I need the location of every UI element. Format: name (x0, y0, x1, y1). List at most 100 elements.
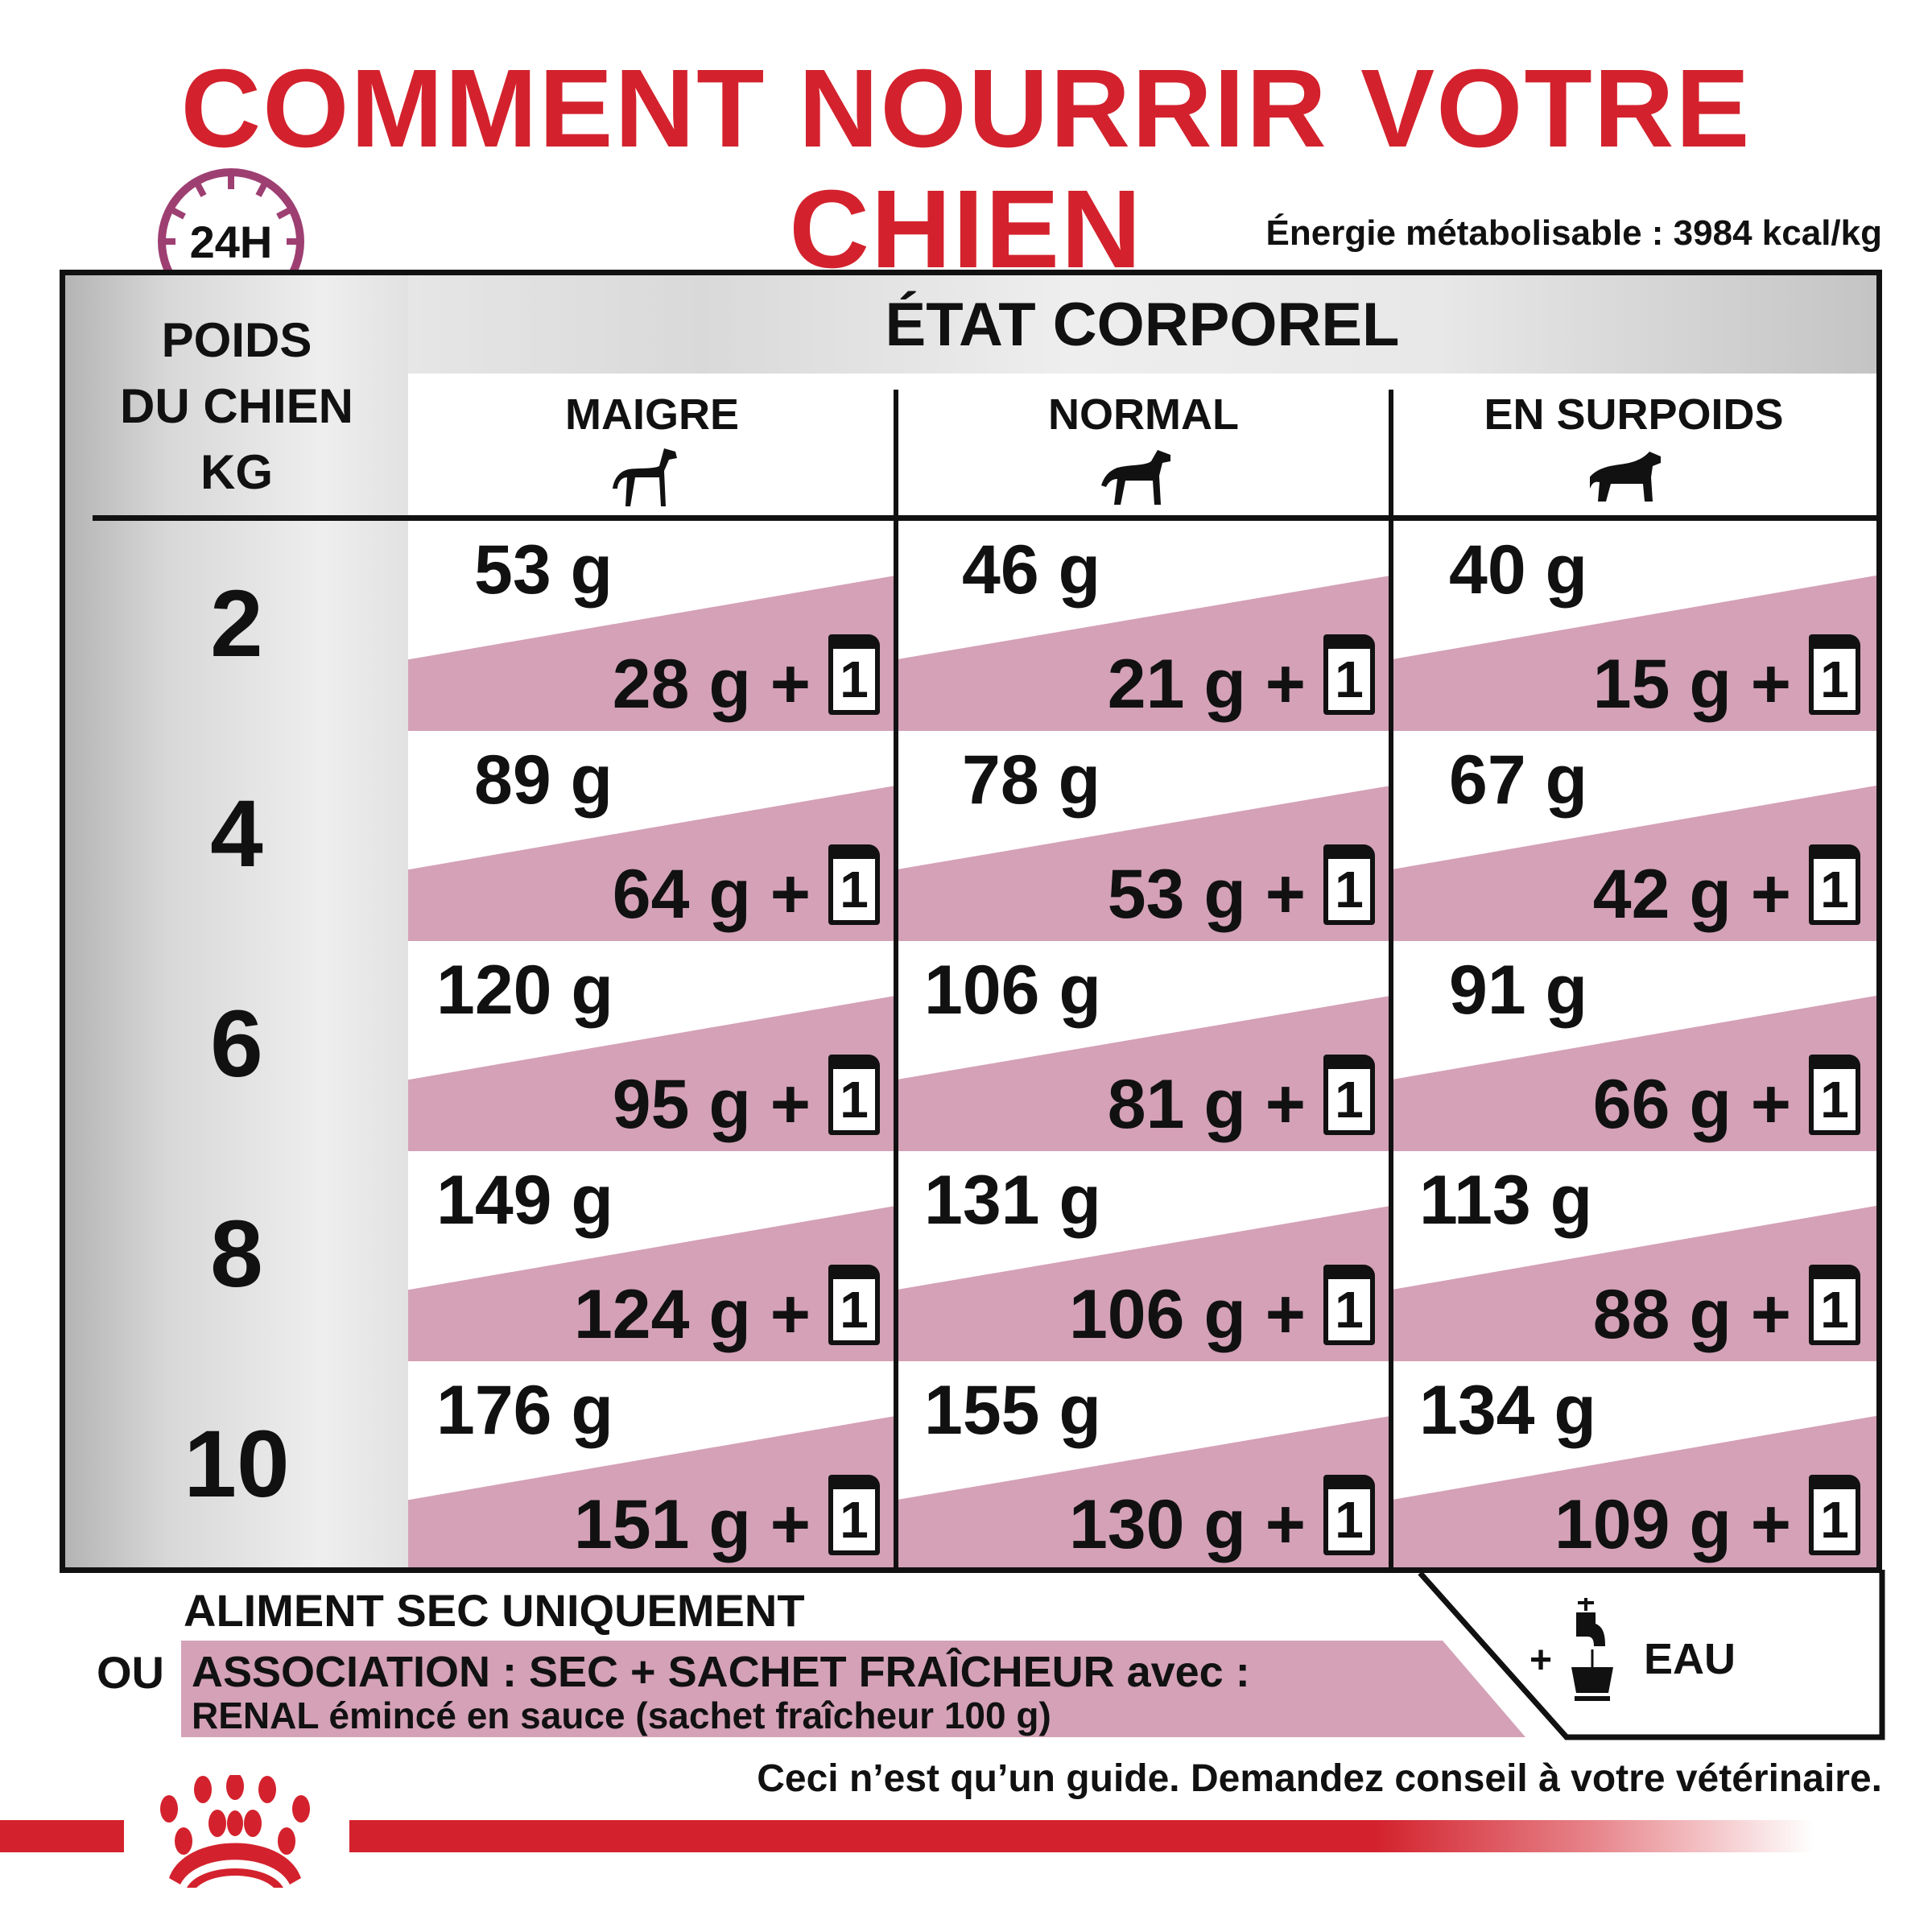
dry-with-pouch-amount: 64 g + (612, 856, 811, 933)
dry-only-amount: 46 g (962, 531, 1101, 609)
dry-only-amount: 120 g (436, 952, 613, 1029)
pouch-icon: 1 (1809, 1265, 1860, 1345)
mixed-feeding-band (1391, 941, 1876, 1151)
mixed-amount: 81 g +1 (1108, 1055, 1375, 1145)
association-band (181, 1641, 1525, 1737)
mixed-feeding-band (408, 731, 896, 941)
mixed-amount: 130 g +1 (1069, 1475, 1375, 1565)
dry-only-amount: 131 g (924, 1162, 1101, 1239)
dry-only-label: ALIMENT SEC UNIQUEMENT (184, 1585, 805, 1636)
dry-with-pouch-amount: 95 g + (612, 1066, 811, 1143)
pouch-icon: 1 (1323, 1265, 1375, 1345)
dry-with-pouch-amount: 53 g + (1107, 856, 1306, 933)
mixed-amount: 95 g +1 (613, 1055, 880, 1145)
dry-only-amount: 53 g (474, 531, 613, 609)
dry-with-pouch-amount: 15 g + (1592, 646, 1791, 723)
mixed-feeding-band (896, 731, 1391, 941)
header-divider (93, 515, 1876, 521)
ration-cell: 134 g 109 g +1 (1391, 1361, 1876, 1567)
weight-column-bg (65, 275, 408, 1567)
dry-with-pouch-amount: 28 g + (612, 646, 811, 723)
mixed-amount: 42 g +1 (1593, 844, 1860, 935)
dry-with-pouch-amount: 81 g + (1107, 1066, 1306, 1143)
mixed-feeding-band (896, 941, 1391, 1151)
ration-cell: 131 g 106 g +1 (896, 1151, 1391, 1361)
ration-cell: 106 g 81 g +1 (896, 941, 1391, 1151)
ration-cell: 40 g 15 g +1 (1391, 521, 1876, 731)
dry-with-pouch-amount: 109 g + (1554, 1486, 1791, 1563)
mixed-amount: 15 g +1 (1593, 634, 1860, 724)
mixed-amount: 66 g +1 (1593, 1055, 1860, 1145)
mixed-feeding-band (408, 941, 896, 1151)
mixed-amount: 106 g +1 (1069, 1265, 1375, 1355)
pouch-icon: 1 (828, 844, 880, 925)
brand-bar-right (349, 1820, 1814, 1852)
mixed-feeding-band (896, 1361, 1391, 1567)
dry-only-amount: 67 g (1449, 741, 1588, 819)
column-divider (1389, 390, 1393, 1567)
weight-header: POIDS DU CHIEN KG (119, 313, 353, 499)
dry-with-pouch-amount: 21 g + (1107, 646, 1306, 723)
pouch-icon: 1 (1809, 1055, 1860, 1135)
dog-weight-4: 4 (210, 781, 263, 887)
pouch-icon: 1 (1809, 634, 1860, 715)
column-header-maigre: MAIGRE (408, 374, 896, 517)
mixed-amount: 53 g +1 (1108, 844, 1375, 935)
dry-only-amount: 89 g (474, 741, 613, 819)
mixed-feeding-band (1391, 521, 1876, 731)
mixed-amount: 151 g +1 (574, 1475, 880, 1565)
clock-24h-icon: 24H (155, 165, 308, 318)
or-label: OU (97, 1647, 164, 1698)
dry-with-pouch-amount: 151 g + (573, 1486, 811, 1563)
mixed-feeding-band (1391, 1361, 1876, 1567)
dry-only-amount: 106 g (924, 952, 1101, 1029)
pouch-icon: 1 (1809, 844, 1860, 925)
pouch-icon: 1 (828, 634, 880, 715)
ration-cell: 78 g 53 g +1 (896, 731, 1391, 941)
mixed-feeding-band (1391, 731, 1876, 941)
dry-only-amount: 176 g (436, 1372, 613, 1449)
ration-cell: 155 g 130 g +1 (896, 1361, 1391, 1567)
dry-with-pouch-amount: 130 g + (1068, 1486, 1306, 1563)
column-label: NORMAL (1048, 390, 1239, 439)
column-divider (894, 390, 898, 1567)
water-label: EAU (1644, 1635, 1736, 1683)
ration-cell: 53 g 28 g +1 (408, 521, 896, 731)
feeding-table: POIDS DU CHIEN KG ÉTAT CORPOREL MAIGRE NO… (60, 270, 1882, 1573)
brand-bar-left (0, 1820, 124, 1852)
water-box (1418, 1570, 1885, 1740)
mixed-feeding-band (408, 521, 896, 731)
mixed-amount: 21 g +1 (1108, 634, 1375, 724)
clock-label: 24H (190, 217, 273, 267)
ration-cell: 120 g 95 g +1 (408, 941, 896, 1151)
dog-weight-2: 2 (210, 571, 263, 677)
dry-with-pouch-amount: 106 g + (1068, 1276, 1306, 1353)
mixed-feeding-band (408, 1361, 896, 1567)
wet-product-label: RENAL émincé en sauce (sachet fraîcheur … (192, 1695, 1051, 1736)
mixed-amount: 28 g +1 (613, 634, 880, 724)
dry-only-amount: 155 g (924, 1372, 1101, 1449)
mixed-feeding-band (1391, 1151, 1876, 1361)
royal-canin-crown-logo (160, 1775, 310, 1888)
dry-with-pouch-amount: 88 g + (1592, 1276, 1791, 1353)
dry-only-amount: 78 g (962, 741, 1101, 819)
pouch-icon: 1 (1323, 1475, 1375, 1555)
disclaimer: Ceci n’est qu’un guide. Demandez conseil… (757, 1757, 1882, 1800)
association-label: ASSOCIATION : SEC + SACHET FRAÎCHEUR ave… (192, 1648, 1250, 1696)
lean-dog-icon (613, 448, 677, 506)
dog-weight-10: 10 (184, 1411, 290, 1517)
pouch-icon: 1 (1323, 634, 1375, 715)
mixed-feeding-band (896, 1151, 1391, 1361)
dry-with-pouch-amount: 42 g + (1592, 856, 1791, 933)
ration-cell: 176 g 151 g +1 (408, 1361, 896, 1567)
mixed-amount: 124 g +1 (574, 1265, 880, 1355)
column-label: MAIGRE (565, 390, 739, 439)
pouch-icon: 1 (828, 1265, 880, 1345)
dry-only-amount: 91 g (1449, 952, 1588, 1029)
ration-cell: 46 g 21 g +1 (896, 521, 1391, 731)
mixed-amount: 109 g +1 (1554, 1475, 1860, 1565)
dry-only-amount: 40 g (1449, 531, 1588, 609)
dry-with-pouch-amount: 66 g + (1592, 1066, 1791, 1143)
dry-with-pouch-amount: 124 g + (573, 1276, 811, 1353)
condition-header-band (408, 275, 1876, 374)
